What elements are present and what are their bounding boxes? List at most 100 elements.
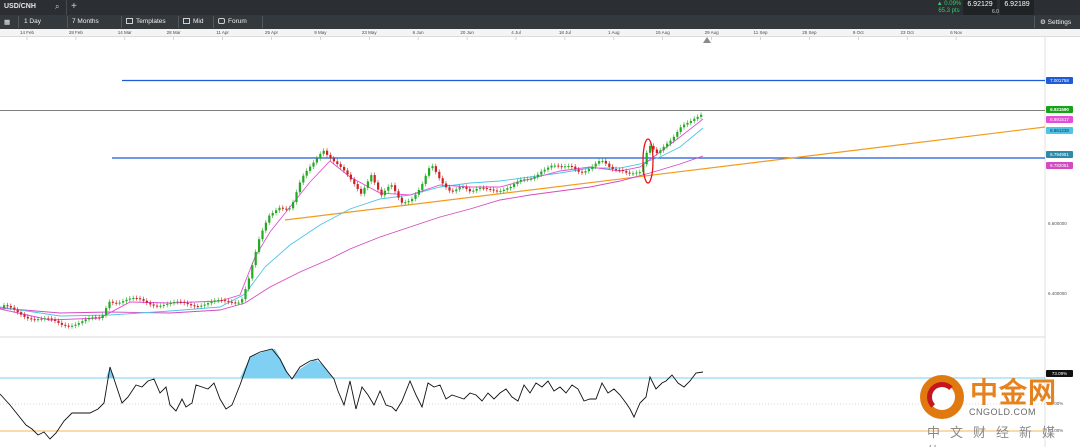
candle-body [264, 222, 267, 231]
candle-body [190, 304, 193, 306]
resistance-price-label: 7.001758 [1046, 77, 1073, 84]
candle-body [196, 306, 199, 308]
candle-body [475, 188, 478, 191]
interval-select[interactable]: 1 Day [24, 18, 41, 25]
candle-body [479, 187, 482, 189]
candle-body [132, 298, 135, 300]
price-chart[interactable] [0, 37, 1080, 447]
candle-body [383, 190, 386, 196]
candle-body [349, 174, 352, 180]
candle-body [414, 194, 417, 199]
oscillator-level-20: 20.00% [1048, 428, 1064, 433]
candle-body [64, 324, 67, 326]
candle-body [676, 131, 679, 137]
date-axis: 14 Feb 28 Feb 14 Mar 28 Mar 11 Apr 25 Apr 9 Ma… [0, 29, 1080, 37]
candle-body [30, 318, 33, 320]
candle-body [183, 301, 186, 303]
candle-body [598, 161, 601, 164]
symbol-tab[interactable]: USD/CNH [4, 3, 36, 10]
date-label: 6 Jun [412, 30, 424, 35]
candle-body [247, 278, 250, 290]
candle-body [261, 230, 264, 240]
candle-body [346, 170, 349, 175]
logo-swirl [927, 382, 957, 412]
current-date-marker-icon[interactable] [703, 37, 711, 43]
ma-slow-price-label: 6.782051 [1046, 162, 1073, 169]
candle-body [16, 309, 19, 313]
candle-body [145, 300, 148, 303]
candle-body [655, 149, 658, 154]
candle-body [564, 166, 567, 168]
candle-body [672, 136, 675, 141]
candle-body [438, 171, 441, 179]
search-icon[interactable]: ⌕ [55, 2, 60, 11]
candle-body [700, 114, 703, 117]
candle-body [288, 208, 291, 210]
forum-button[interactable]: Forum [218, 18, 247, 25]
candle-body [353, 179, 356, 185]
candle-body [387, 186, 390, 191]
candle-body [81, 321, 84, 324]
candle-body [366, 181, 369, 188]
candle-body [339, 164, 342, 167]
candle-body [659, 150, 662, 154]
candle-body [530, 178, 533, 180]
date-label: 9 May [314, 30, 327, 35]
candle-body [557, 165, 560, 167]
candle-body [519, 179, 522, 182]
candle-body [57, 320, 60, 323]
watermark-title: 中金网 [970, 376, 1058, 409]
candle-body [200, 305, 203, 307]
oscillator-current-label: 73.09% [1046, 370, 1073, 377]
plus-icon[interactable]: + [71, 1, 77, 12]
divider [66, 0, 67, 15]
candle-body [111, 301, 114, 303]
candle-body [139, 298, 142, 300]
ask-price: 6.92189 [1004, 1, 1030, 8]
grid-icon[interactable]: ▦ [4, 19, 11, 26]
candle-body [513, 184, 516, 187]
candle-body [309, 166, 312, 171]
divider [121, 16, 122, 28]
candle-body [47, 318, 50, 320]
date-label: 9 Oct [852, 30, 864, 35]
candle-body [581, 171, 584, 173]
candle-body [101, 315, 104, 319]
range-select[interactable]: 7 Months [72, 18, 99, 25]
templates-button[interactable]: Templates [126, 18, 166, 25]
watermark-url: CNGOLD.COM [969, 407, 1037, 417]
candle-body [360, 188, 363, 194]
candle-body [390, 185, 393, 187]
candle-body [652, 145, 655, 150]
candle-body [373, 175, 376, 183]
ask-price-button[interactable]: 6.92189 [1000, 0, 1034, 15]
candle-body [540, 171, 543, 175]
candle-body [135, 298, 138, 300]
trendline[interactable] [284, 126, 1046, 221]
highlight-circle[interactable] [642, 138, 654, 184]
candle-body [536, 174, 539, 178]
mid-button[interactable]: Mid [183, 18, 203, 25]
candle-body [224, 300, 227, 302]
candle-body [547, 167, 550, 170]
settings-label: Settings [1047, 19, 1072, 26]
date-grid [26, 37, 957, 40]
candle-body [176, 301, 179, 303]
settings-button[interactable]: ⚙ Settings [1040, 18, 1071, 26]
candle-body [98, 317, 101, 319]
bid-price-button[interactable]: 6.92129 [963, 0, 997, 15]
candle-body [526, 179, 529, 181]
candle-body [74, 324, 77, 326]
candle-body [496, 190, 499, 192]
candle-body [254, 251, 257, 266]
candle-body [40, 318, 43, 320]
candle-body [380, 189, 383, 196]
candle-body [618, 169, 621, 171]
change-points: 65.3 pts [938, 7, 960, 14]
candle-body [601, 160, 604, 162]
candle-body [363, 187, 366, 194]
candle-body [506, 188, 509, 190]
candle-body [417, 189, 420, 195]
candle-body [421, 183, 424, 190]
candle-body [649, 145, 652, 153]
